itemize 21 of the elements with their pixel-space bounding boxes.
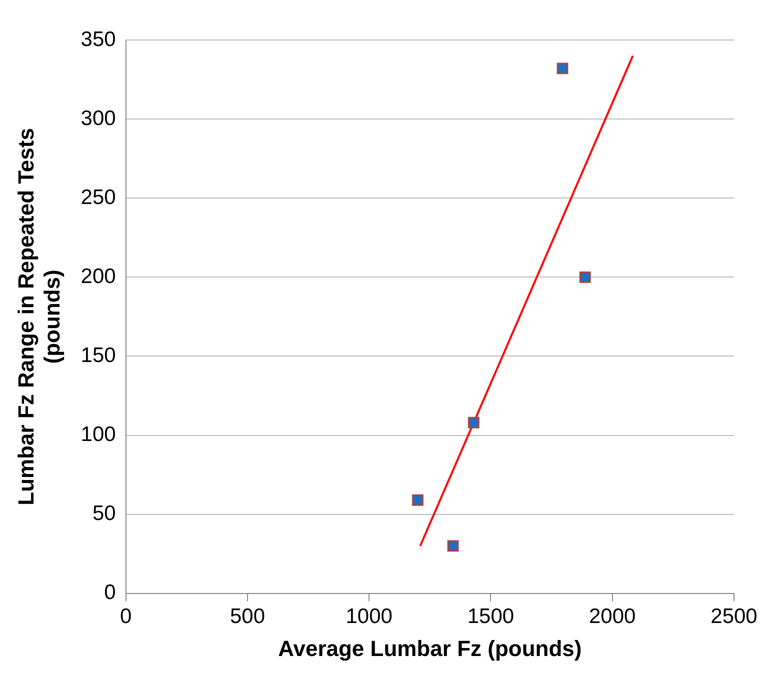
x-tick-label: 0: [120, 604, 132, 628]
y-tick-label: 100: [80, 423, 116, 446]
x-axis-title: Average Lumbar Fz (pounds): [278, 636, 582, 661]
y-tick-label: 150: [80, 344, 116, 368]
y-tick-label: 250: [80, 186, 116, 209]
y-tick-label: 0: [104, 581, 116, 604]
point: [412, 494, 424, 506]
y-tick-label: 350: [80, 28, 116, 51]
y-tick-label: 200: [80, 264, 116, 288]
x-tick-label: 2000: [589, 604, 636, 628]
x-tick-label: 1500: [467, 604, 514, 628]
x-tick-label: 500: [230, 604, 265, 628]
point: [468, 416, 480, 428]
y-tick-label: 50: [92, 502, 116, 526]
point: [579, 271, 591, 283]
x-tick-label: 1000: [346, 604, 392, 628]
point: [556, 62, 568, 74]
y-tick-label: 300: [80, 106, 116, 130]
x-tick-label: 2500: [710, 604, 758, 628]
point: [447, 540, 459, 552]
y-axis-title: Lumbar Fz Range in Repeated Tests (pounds): [13, 128, 65, 506]
